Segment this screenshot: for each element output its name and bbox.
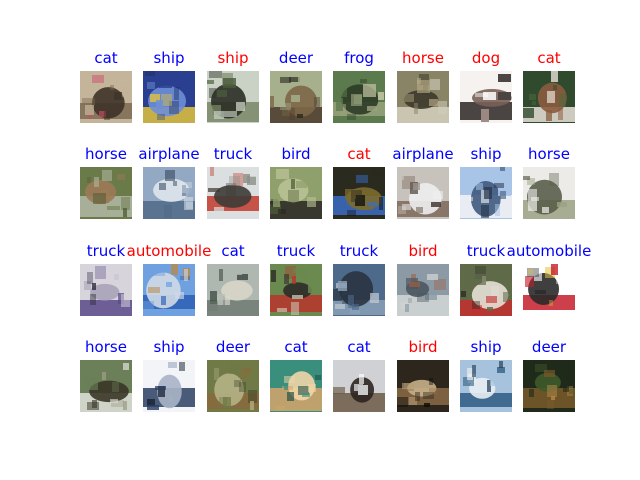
truck-thumbnail (207, 167, 259, 219)
prediction-label: horse (85, 145, 127, 163)
grid-cell: deer (270, 49, 322, 129)
prediction-label: cat (221, 242, 245, 260)
prediction-label: airplane (392, 145, 454, 163)
airplane-thumbnail (397, 167, 449, 219)
grid-cell: airplane (392, 145, 454, 225)
prediction-label: cat (347, 338, 371, 356)
car-thumbnail (333, 167, 385, 219)
grid-cell: ship (143, 338, 195, 418)
prediction-label: automobile (126, 242, 212, 260)
airplane-thumbnail (397, 264, 449, 316)
grid-cell: cat (80, 49, 132, 129)
ship-thumbnail (460, 360, 512, 412)
prediction-label: ship (470, 145, 502, 163)
grid-cell: bird (397, 338, 449, 418)
prediction-label: frog (344, 49, 374, 67)
truck-thumbnail (333, 264, 385, 316)
grid-cell: truck (460, 242, 512, 322)
prediction-label: deer (531, 338, 567, 356)
truck-thumbnail (397, 71, 449, 123)
prediction-label: deer (215, 338, 251, 356)
grid-cell: truck (207, 145, 259, 225)
grid-cell: horse (80, 145, 132, 225)
prediction-label: deer (278, 49, 314, 67)
prediction-label: automobile (506, 242, 592, 260)
grid-cell: cat (333, 338, 385, 418)
grid-cell: truck (270, 242, 322, 322)
deer-thumbnail (207, 360, 259, 412)
cat-thumbnail (270, 360, 322, 412)
grid-cell: truck (80, 242, 132, 322)
prediction-label: truck (339, 242, 379, 260)
grid-cell: horse (523, 145, 575, 225)
horse-thumbnail (523, 167, 575, 219)
prediction-label: horse (528, 145, 570, 163)
ship-thumbnail (460, 167, 512, 219)
deer-thumbnail (523, 360, 575, 412)
grid-cell: deer (207, 338, 259, 418)
prediction-label: horse (85, 338, 127, 356)
grid-cell: horse (397, 49, 449, 129)
dog-thumbnail (523, 71, 575, 123)
grid-cell: ship (460, 338, 512, 418)
frog-thumbnail (333, 71, 385, 123)
cat-thumbnail (207, 264, 259, 316)
grid-cell: frog (333, 49, 385, 129)
grid-cell: automobile (507, 242, 591, 322)
prediction-label: bird (408, 242, 438, 260)
grid-cell: ship (460, 145, 512, 225)
truck-thumbnail (270, 264, 322, 316)
ship-thumbnail (143, 71, 195, 123)
airplane-thumbnail (143, 167, 195, 219)
airplane-thumbnail (143, 264, 195, 316)
prediction-label: cat (284, 338, 308, 356)
prediction-label: dog (471, 49, 501, 67)
grid-cell: ship (207, 49, 259, 129)
grid-cell: cat (523, 49, 575, 129)
prediction-label: truck (213, 145, 253, 163)
grid-cell: horse (80, 338, 132, 418)
car-thumbnail (523, 264, 575, 316)
grid-cell: bird (270, 145, 322, 225)
grid-cell: automobile (127, 242, 211, 322)
truck-thumbnail (80, 264, 132, 316)
prediction-label: cat (94, 49, 118, 67)
prediction-label: bird (408, 338, 438, 356)
cat-thumbnail (397, 360, 449, 412)
cat-face-thumbnail (333, 360, 385, 412)
prediction-label: ship (153, 338, 185, 356)
prediction-label: bird (281, 145, 311, 163)
deer-antlers-thumbnail (270, 71, 322, 123)
grid-cell: cat (207, 242, 259, 322)
airplane-over-field-thumbnail (207, 71, 259, 123)
bird-thumbnail (270, 167, 322, 219)
prediction-label: ship (153, 49, 185, 67)
prediction-label: truck (466, 242, 506, 260)
grid-cell: truck (333, 242, 385, 322)
grid-cell: cat (270, 338, 322, 418)
grid-cell: ship (143, 49, 195, 129)
prediction-label: airplane (138, 145, 200, 163)
grid-cell: deer (523, 338, 575, 418)
grid-cell: dog (460, 49, 512, 129)
prediction-label: truck (276, 242, 316, 260)
prediction-label: cat (347, 145, 371, 163)
fire-truck-thumbnail (460, 264, 512, 316)
grid-cell: cat (333, 145, 385, 225)
grid-cell: bird (397, 242, 449, 322)
horse-thumbnail (80, 360, 132, 412)
cat-thumbnail (460, 71, 512, 123)
prediction-label: ship (217, 49, 249, 67)
prediction-label: truck (86, 242, 126, 260)
prediction-label: cat (537, 49, 561, 67)
grid-cell: airplane (138, 145, 200, 225)
cat-face-thumbnail (80, 71, 132, 123)
prediction-label: ship (470, 338, 502, 356)
prediction-label: horse (402, 49, 444, 67)
horse-thumbnail (80, 167, 132, 219)
ship-thumbnail (143, 360, 195, 412)
